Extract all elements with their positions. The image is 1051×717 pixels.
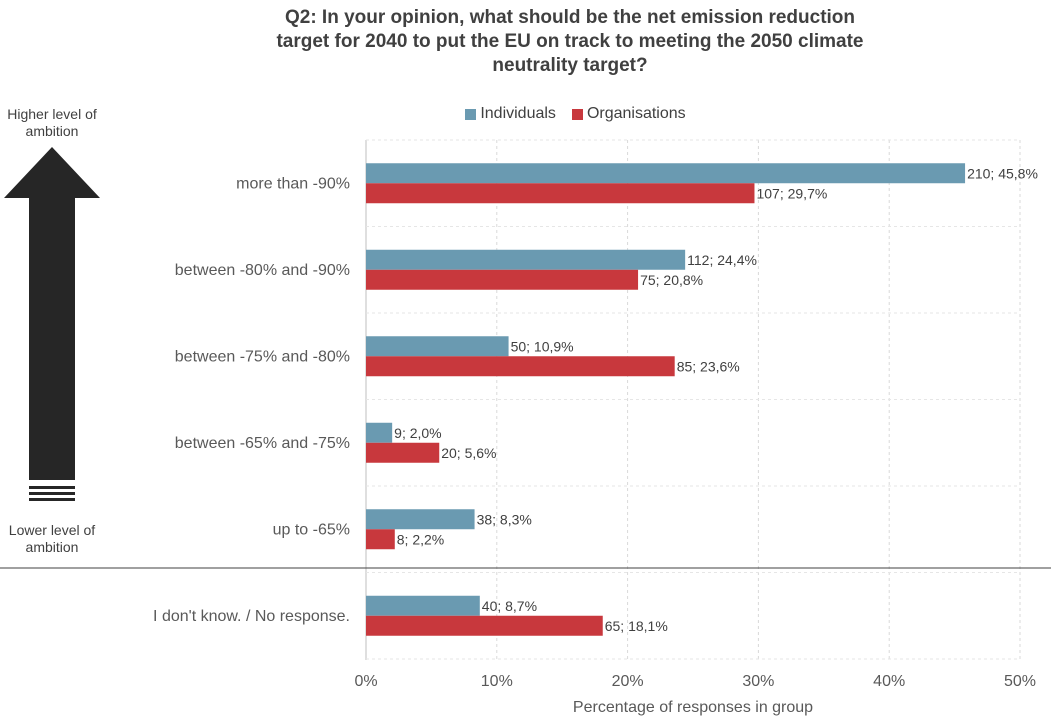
- bar-organisations: [366, 442, 440, 463]
- chart-title-line: target for 2040 to put the EU on track t…: [276, 31, 864, 52]
- data-label: 75; 20,8%: [640, 272, 703, 288]
- legend-swatch-organisations: [571, 108, 583, 120]
- bar-organisations: [366, 529, 395, 550]
- legend-item-individuals: Individuals: [465, 105, 556, 123]
- category-label: between -65% and -75%: [175, 435, 350, 452]
- bar-individuals: [366, 595, 480, 616]
- x-tick-label: 40%: [873, 673, 905, 690]
- data-label: 9; 2,0%: [394, 425, 441, 441]
- bar-organisations: [366, 615, 603, 636]
- bar-organisations: [366, 356, 675, 377]
- data-label: 8; 2,2%: [397, 531, 444, 547]
- bar-individuals: [366, 509, 475, 530]
- data-label: 112; 24,4%: [687, 252, 757, 268]
- data-label: 40; 8,7%: [482, 598, 537, 614]
- data-label: 50; 10,9%: [511, 338, 574, 354]
- x-tick-label: 30%: [742, 673, 774, 690]
- bar-organisations: [366, 183, 755, 204]
- data-label: 107; 29,7%: [756, 185, 827, 201]
- arrow-stripe: [29, 498, 75, 501]
- data-label: 20; 5,6%: [441, 445, 496, 461]
- legend-label-individuals: Individuals: [480, 105, 556, 122]
- x-axis-title: Percentage of responses in group: [573, 699, 813, 716]
- category-label: I don't know. / No response.: [153, 608, 350, 625]
- data-label: 85; 23,6%: [677, 358, 740, 374]
- arrow-stripe: [29, 492, 75, 495]
- category-label: between -80% and -90%: [175, 262, 350, 279]
- legend: Individuals Organisations: [0, 105, 1051, 123]
- data-label: 210; 45,8%: [967, 165, 1038, 181]
- x-tick-label: 20%: [612, 673, 644, 690]
- ambition-arrow: [4, 147, 100, 501]
- lower-ambition-label: Lower level of ambition: [8, 522, 96, 555]
- bar-individuals: [366, 422, 393, 443]
- x-tick-label: 0%: [354, 673, 377, 690]
- category-label: more than -90%: [236, 175, 350, 192]
- x-tick-label: 50%: [1004, 673, 1036, 690]
- legend-swatch-individuals: [465, 108, 477, 120]
- chart-title-line: neutrality target?: [492, 55, 648, 76]
- arrow-up-icon: [4, 147, 100, 480]
- chart-title: Q2: In your opinion, what should be the …: [180, 6, 960, 78]
- chart-title-line: Q2: In your opinion, what should be the …: [284, 7, 856, 28]
- category-label: between -75% and -80%: [175, 348, 350, 365]
- higher-ambition-label: Higher level of ambition: [7, 106, 97, 139]
- data-label: 65; 18,1%: [605, 618, 668, 634]
- bar-individuals: [366, 249, 686, 270]
- bar-organisations: [366, 269, 639, 290]
- category-label: up to -65%: [273, 521, 350, 538]
- legend-item-organisations: Organisations: [571, 105, 686, 123]
- data-label: 38; 8,3%: [477, 511, 532, 527]
- bar-individuals: [366, 163, 966, 184]
- x-tick-label: 10%: [481, 673, 513, 690]
- legend-label-organisations: Organisations: [586, 105, 686, 122]
- bar-individuals: [366, 336, 509, 357]
- arrow-stripe: [29, 486, 75, 489]
